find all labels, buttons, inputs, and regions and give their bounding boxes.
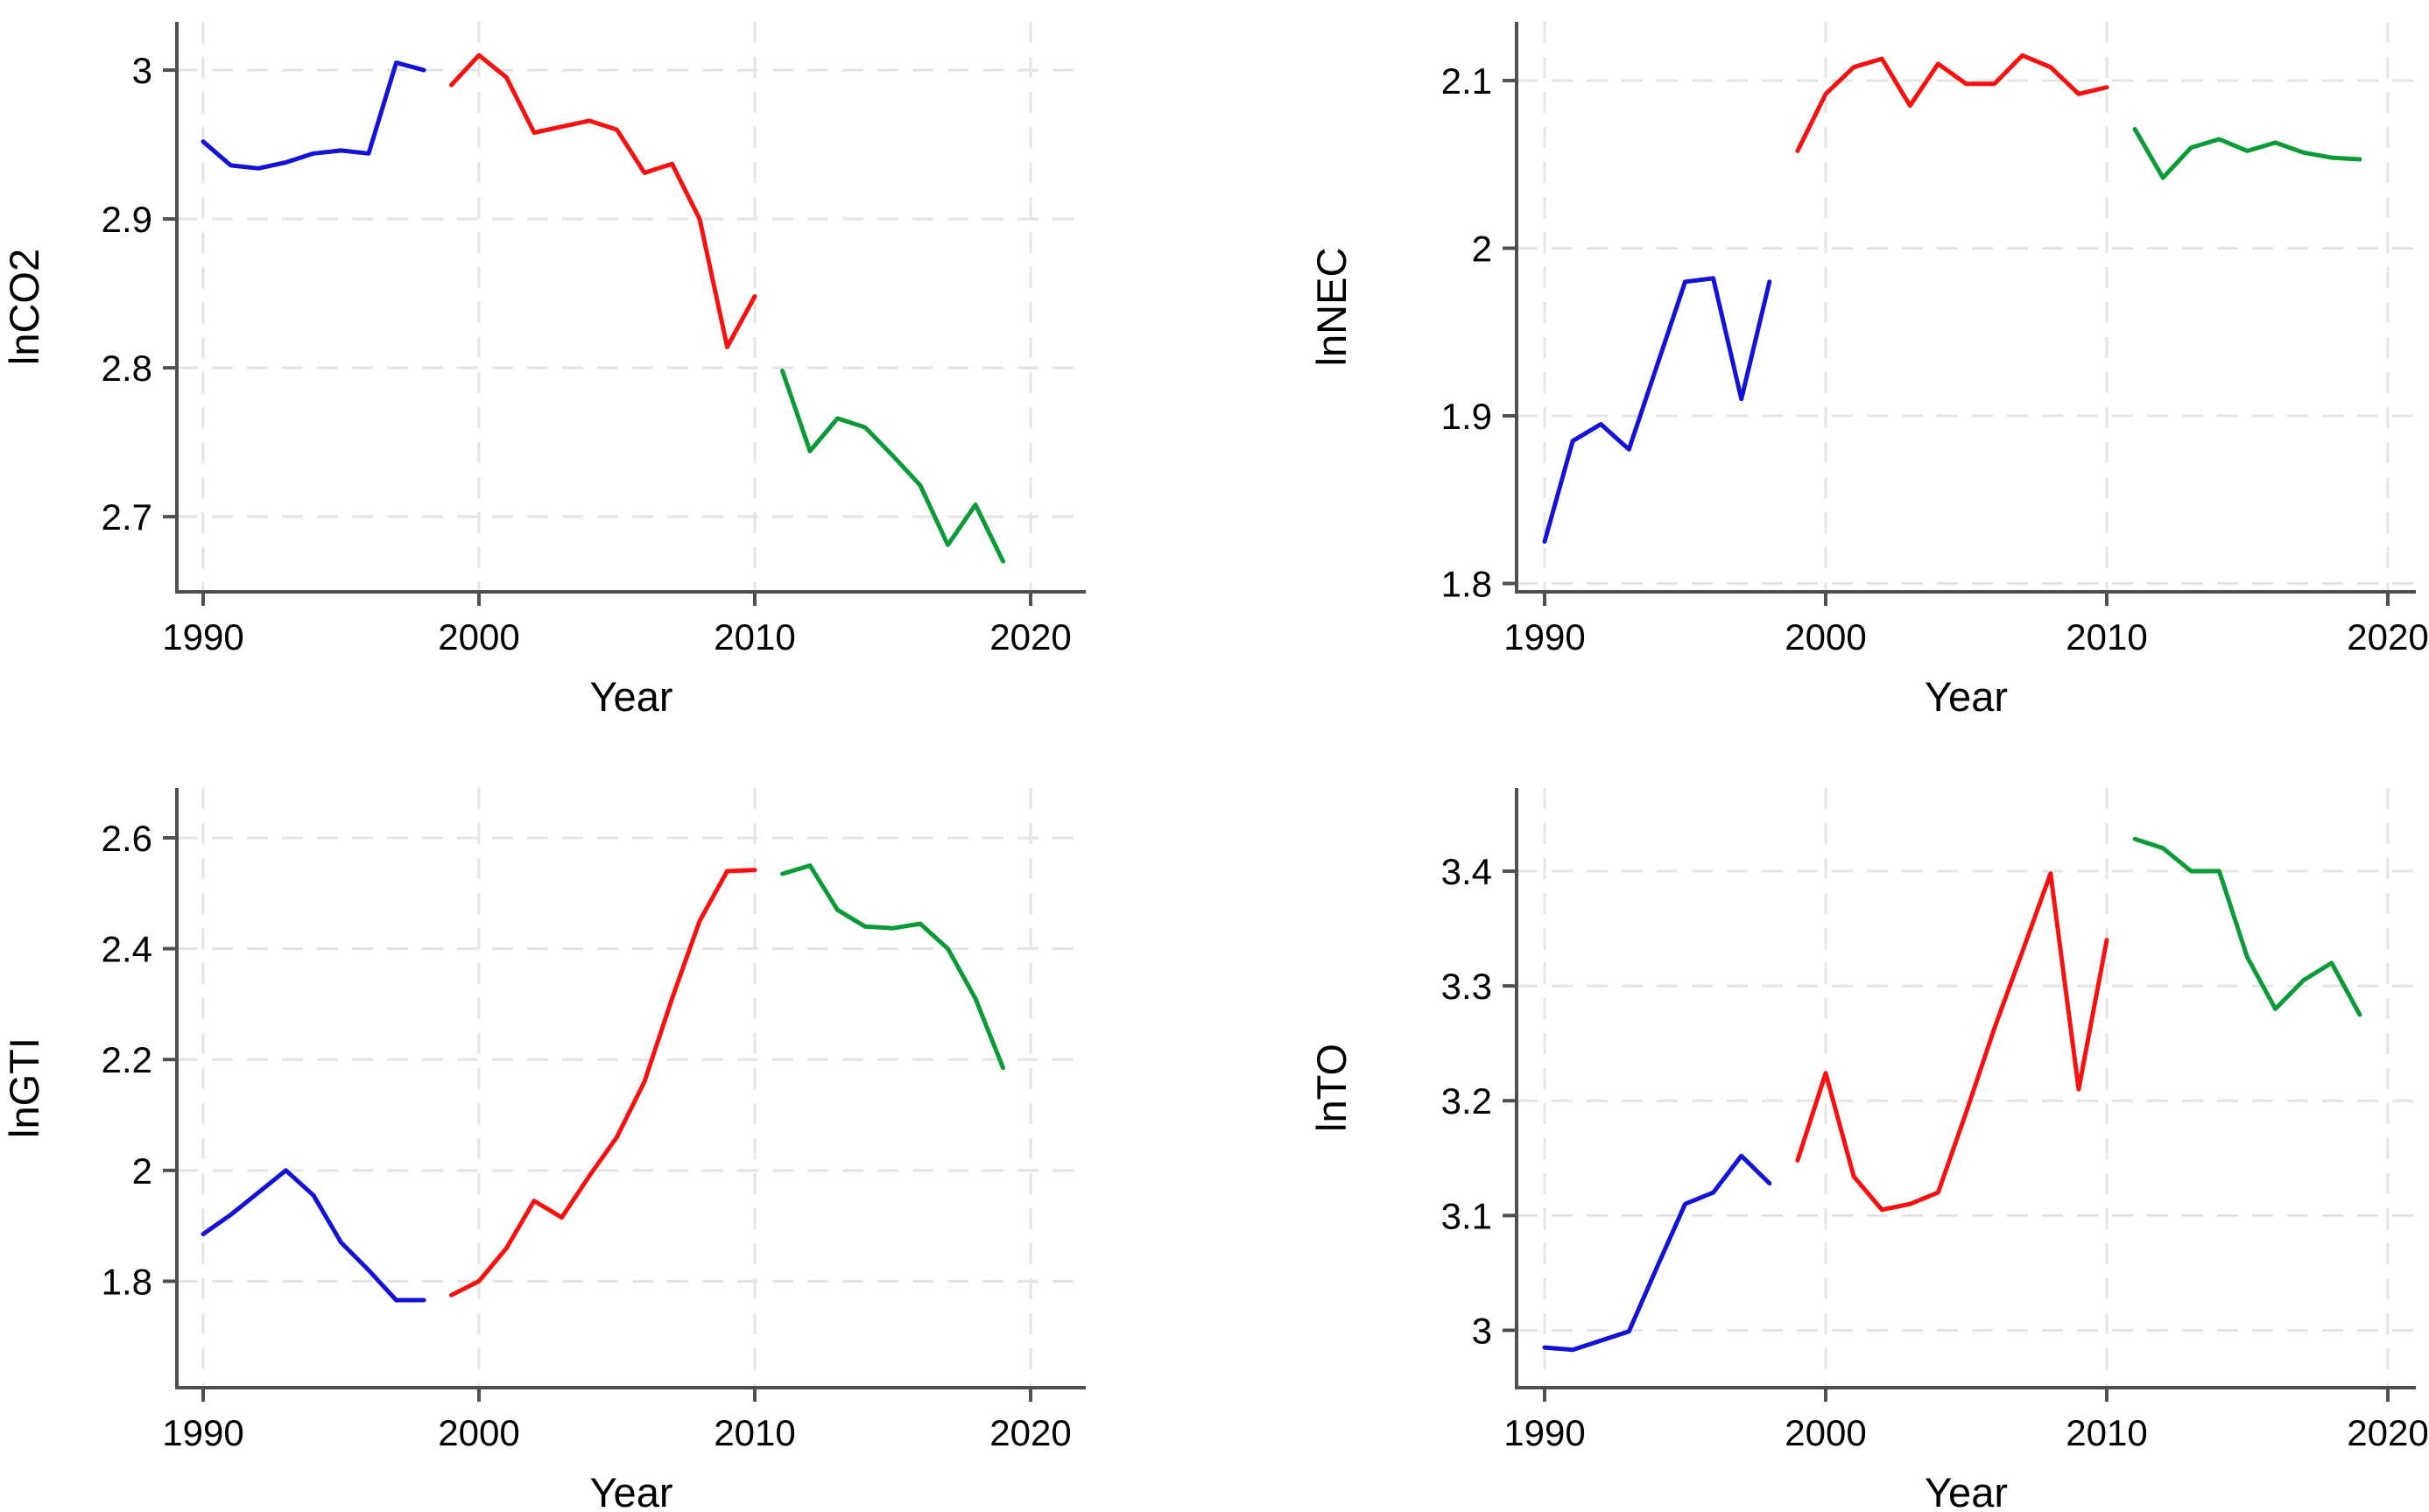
- x-tick-label: 2020: [989, 616, 1071, 658]
- x-tick-label: 1990: [162, 1412, 243, 1453]
- chart-panel-lnto: 3 3.1 3.2 3.3 3.4 1990 2000 2010 2020 Year lnTO: [1214, 756, 2429, 1512]
- y-tick-label: 3.4: [1441, 851, 1492, 892]
- chart-lnto: 3 3.1 3.2 3.3 3.4 1990 2000 2010 2020 Year lnTO: [1308, 788, 2429, 1512]
- chart-lnco2: 2.7 2.8 2.9 3 1990 2000 2010 2020 Year lnCO2: [1, 22, 1086, 720]
- y-tick-label: 1.8: [1441, 563, 1492, 604]
- x-axis-title: Year: [1925, 1469, 2008, 1512]
- x-axis-title: Year: [590, 1469, 673, 1512]
- chart-lnnec: 1.8 1.9 2 2.1 1990 2000 2010 2020 Year lnNEC: [1308, 22, 2429, 720]
- y-tick-label: 2.9: [102, 199, 152, 240]
- x-tick-label: 2020: [2347, 616, 2428, 658]
- y-tick-label: 2.2: [102, 1039, 152, 1080]
- series-2011-2019: [2132, 127, 2362, 180]
- series-1990-1998: [201, 60, 426, 171]
- x-axis-title: Year: [1925, 673, 2008, 720]
- x-tick-label: 1990: [1503, 1412, 1585, 1453]
- series-1990-1998: [1542, 1153, 1772, 1353]
- series-2011-2019: [780, 369, 1005, 564]
- y-tick-label: 2.7: [102, 496, 152, 538]
- x-tick-label: 2010: [2066, 1412, 2147, 1453]
- x-tick-label: 2010: [714, 616, 795, 658]
- y-tick-label: 3.3: [1441, 966, 1492, 1007]
- y-axis-title: lnCO2: [1, 249, 47, 365]
- y-axis-title: lnGTI: [1, 1037, 47, 1138]
- y-tick-label: 1.9: [1441, 396, 1492, 437]
- x-tick-label: 1990: [1503, 616, 1585, 658]
- y-axis-title: lnTO: [1308, 1044, 1355, 1132]
- y-tick-label: 2.6: [102, 818, 152, 859]
- x-tick-label: 2020: [989, 1412, 1071, 1453]
- x-tick-label: 2000: [1785, 1412, 1866, 1453]
- y-tick-label: 1.8: [102, 1261, 152, 1302]
- x-tick-label: 2020: [2347, 1412, 2428, 1453]
- y-tick-label: 2: [1472, 228, 1492, 269]
- series-1990-1998: [1542, 276, 1772, 545]
- x-tick-label: 1990: [162, 616, 243, 658]
- y-tick-label: 3.2: [1441, 1080, 1492, 1122]
- x-axis-title: Year: [590, 673, 673, 720]
- chart-panel-lnco2: 2.7 2.8 2.9 3 1990 2000 2010 2020 Year lnCO2: [0, 0, 1214, 756]
- series-1999-2010: [449, 53, 757, 349]
- x-tick-label: 2000: [438, 1412, 519, 1453]
- series-2011-2019: [2132, 836, 2362, 1017]
- series-1999-2010: [449, 868, 757, 1298]
- y-tick-label: 3: [1472, 1310, 1492, 1351]
- chart-panel-lngti: 1.8 2 2.2 2.4 2.6 1990 2000 2010 2020 Year lnGTI: [0, 756, 1214, 1512]
- y-tick-label: 2.8: [102, 348, 152, 389]
- series-1999-2010: [1795, 871, 2109, 1213]
- chart-lngti: 1.8 2 2.2 2.4 2.6 1990 2000 2010 2020 Year lnGTI: [1, 788, 1086, 1512]
- y-tick-label: 2: [132, 1150, 152, 1192]
- y-tick-label: 3: [132, 50, 152, 91]
- series-2011-2019: [780, 863, 1005, 1071]
- x-tick-label: 2000: [438, 616, 519, 658]
- x-tick-label: 2010: [2066, 616, 2147, 658]
- x-tick-label: 2010: [714, 1412, 795, 1453]
- y-tick-label: 3.1: [1441, 1195, 1492, 1236]
- x-tick-label: 2000: [1785, 616, 1866, 658]
- series-1990-1998: [201, 1168, 426, 1303]
- y-tick-label: 2.1: [1441, 60, 1492, 102]
- series-1999-2010: [1795, 53, 2109, 153]
- y-axis-title: lnNEC: [1308, 248, 1355, 367]
- chart-panel-lnnec: 1.8 1.9 2 2.1 1990 2000 2010 2020 Year lnNEC: [1214, 0, 2429, 756]
- y-tick-label: 2.4: [102, 929, 152, 970]
